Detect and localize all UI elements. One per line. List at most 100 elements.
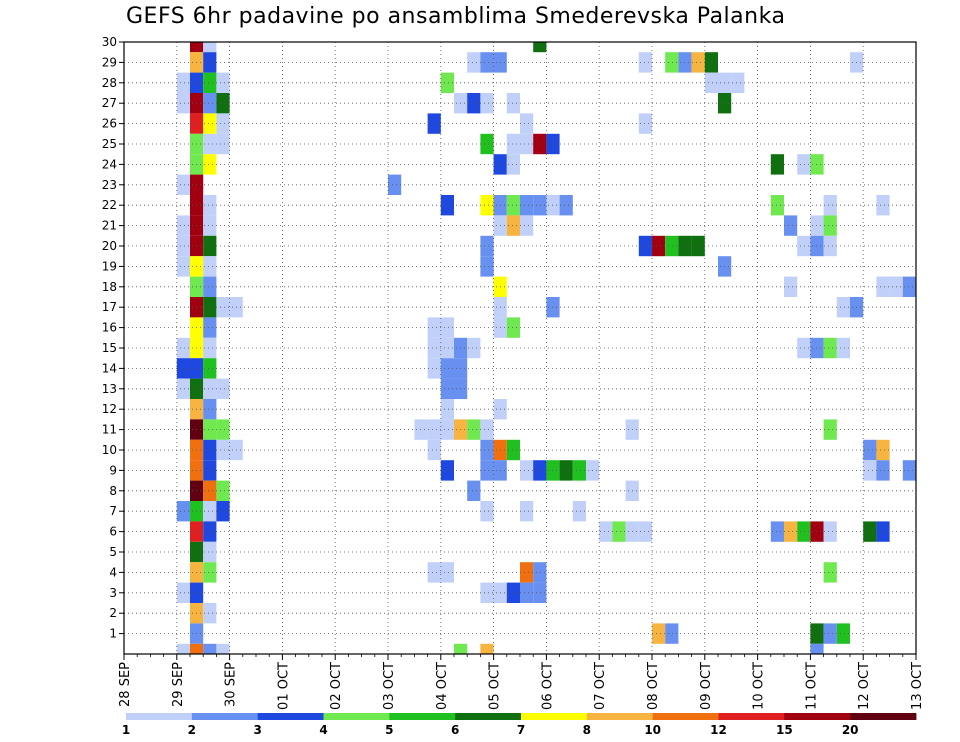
y-tick-label: 28 <box>102 76 117 90</box>
y-tick-label: 29 <box>102 55 117 69</box>
heatmap-cell <box>440 562 454 583</box>
heatmap-cell <box>203 256 217 277</box>
heatmap-cell <box>203 113 217 134</box>
colorbar: 1 2 3 4 5 6 7 8 10 12 15 20 <box>122 713 917 737</box>
y-tick-label: 16 <box>102 321 117 335</box>
heatmap-cell <box>506 154 520 175</box>
heatmap-cell <box>216 480 230 501</box>
x-tick-label: 11 OCT <box>804 662 819 710</box>
heatmap-cell <box>216 93 230 114</box>
y-tick-label: 12 <box>102 402 117 416</box>
heatmap-cell <box>203 72 217 93</box>
heatmap-cell <box>823 623 837 644</box>
heatmap-cell <box>638 235 652 257</box>
heatmap-cell <box>559 195 573 216</box>
heatmap-cell <box>520 562 534 583</box>
heatmap-cell <box>427 317 441 338</box>
heatmap-cell <box>572 501 586 522</box>
heatmap-cell <box>770 521 784 542</box>
heatmap-cell <box>440 358 454 379</box>
heatmap-cell <box>388 174 402 195</box>
heatmap-cell <box>863 439 877 461</box>
heatmap-cell <box>665 235 679 257</box>
x-tick-label: 07 OCT <box>593 662 608 710</box>
heatmap-cell <box>454 643 468 654</box>
heatmap-cell <box>176 72 190 93</box>
heatmap-cell <box>480 195 494 216</box>
colorbar-swatch <box>389 713 456 720</box>
y-tick-label: 1 <box>109 627 117 641</box>
heatmap-cell <box>203 297 217 318</box>
heatmap-cell <box>176 582 190 603</box>
y-tick-label: 13 <box>102 382 117 396</box>
heatmap-cell <box>520 113 534 134</box>
x-tick-label: 04 OCT <box>435 662 450 710</box>
colorbar-label: 5 <box>385 723 393 737</box>
heatmap-cell <box>216 419 230 440</box>
heatmap-cell <box>691 52 705 73</box>
heatmap-cell <box>216 113 230 134</box>
heatmap-cell <box>638 113 652 134</box>
heatmap-cell <box>176 358 190 379</box>
heatmap-cell <box>176 215 190 236</box>
y-tick-label: 7 <box>109 504 117 518</box>
heatmap-cell <box>520 215 534 236</box>
heatmap-cell <box>427 113 441 134</box>
heatmap-cell <box>480 460 494 481</box>
colorbar-label: 1 <box>122 723 130 737</box>
heatmap-cell <box>440 460 454 481</box>
colorbar-swatch <box>323 713 390 720</box>
colorbar-swatch <box>126 713 193 720</box>
heatmap-cell <box>784 276 798 297</box>
heatmap-cell <box>770 154 784 175</box>
heatmap-cell <box>216 643 230 654</box>
heatmap-cell <box>480 582 494 603</box>
heatmap-cell <box>652 235 666 257</box>
heatmap-cell <box>836 297 850 318</box>
y-axis: 1234567891011121314151617181920212223242… <box>102 35 124 641</box>
heatmap-cell <box>863 521 877 542</box>
colorbar-swatch <box>784 713 851 720</box>
heatmap-cell <box>203 439 217 461</box>
heatmap-cell <box>520 582 534 603</box>
heatmap-cell <box>876 439 890 461</box>
grid-lines <box>124 41 916 654</box>
chart-title: GEFS 6hr padavine po ansamblima Smederev… <box>126 4 786 29</box>
heatmap-cell <box>216 501 230 522</box>
heatmap-cell <box>203 52 217 73</box>
heatmap-cell <box>480 501 494 522</box>
heatmap-cell <box>203 93 217 114</box>
y-tick-label: 15 <box>102 341 117 355</box>
heatmap-cell <box>176 501 190 522</box>
x-tick-label: 28 SEP <box>118 662 133 707</box>
y-tick-label: 2 <box>109 606 117 620</box>
colorbar-label: 7 <box>517 723 525 737</box>
heatmap-cell <box>203 195 217 216</box>
heatmap-cell <box>652 623 666 644</box>
heatmap-cell <box>520 133 534 155</box>
heatmap-cell <box>203 603 217 624</box>
colorbar-swatch <box>455 713 522 720</box>
heatmap-cell <box>797 235 811 257</box>
heatmap-cell <box>190 42 204 53</box>
heatmap-cell <box>823 419 837 440</box>
heatmap-cell <box>506 215 520 236</box>
y-tick-label: 11 <box>102 423 117 437</box>
heatmap-cell <box>704 52 718 73</box>
y-tick-label: 21 <box>102 219 117 233</box>
y-tick-label: 20 <box>102 239 117 253</box>
heatmap-cell <box>203 501 217 522</box>
colorbar-swatch <box>718 713 785 720</box>
colorbar-swatch <box>586 713 654 720</box>
heatmap-cell <box>876 195 890 216</box>
y-tick-label: 19 <box>102 259 117 273</box>
heatmap-cell <box>797 337 811 359</box>
colorbar-swatch <box>850 713 917 720</box>
heatmap-cell <box>440 195 454 216</box>
heatmap-cell <box>440 378 454 399</box>
heatmap-cell <box>480 52 494 73</box>
y-tick-label: 10 <box>102 443 117 457</box>
colorbar-label: 20 <box>842 723 859 737</box>
heatmap-cell <box>863 460 877 481</box>
